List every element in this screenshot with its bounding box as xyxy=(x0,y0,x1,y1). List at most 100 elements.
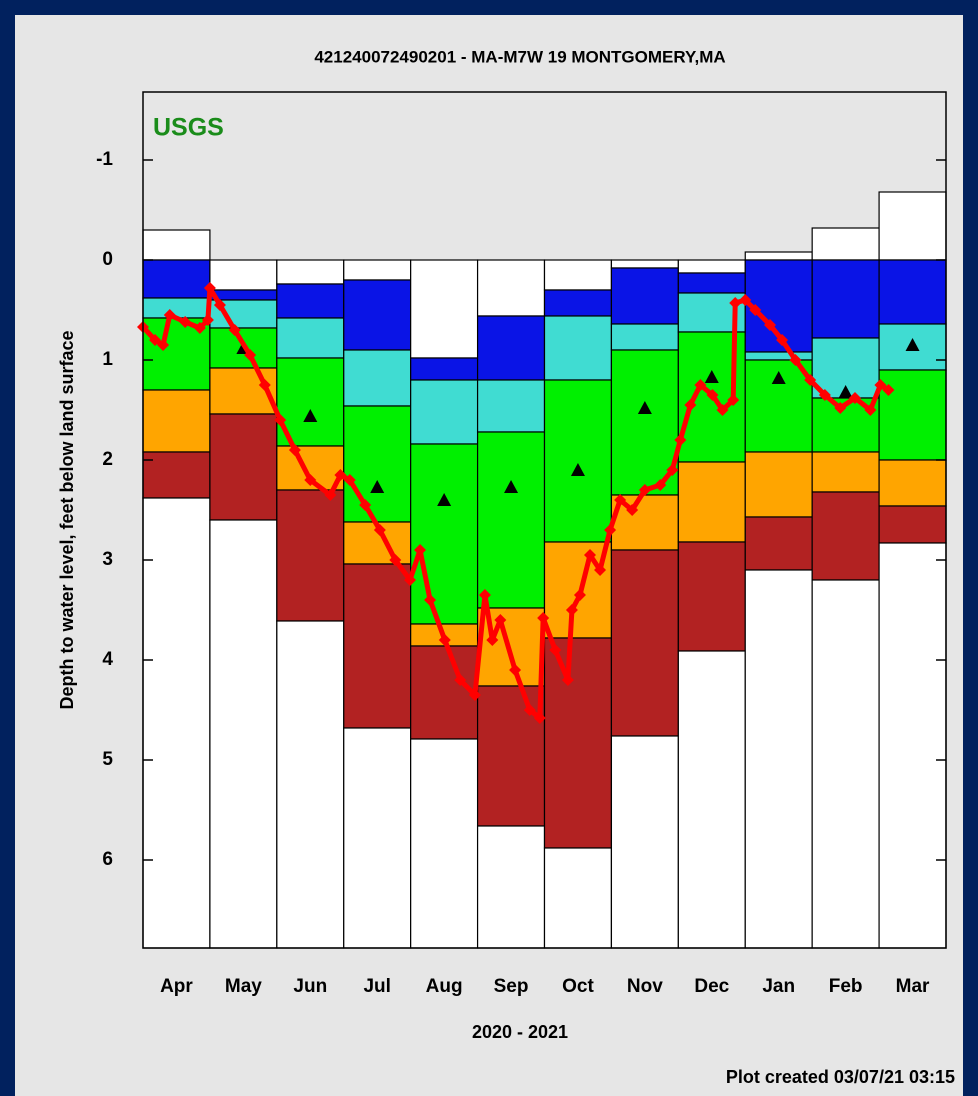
daily-marker xyxy=(201,314,214,326)
x-tick-label: Jul xyxy=(363,976,390,997)
percentile-band xyxy=(476,685,546,827)
percentile-band xyxy=(543,259,613,291)
percentile-band xyxy=(410,379,479,445)
daily-marker xyxy=(403,574,416,586)
percentile-band xyxy=(878,542,947,949)
percentile-band xyxy=(677,272,746,294)
daily-marker xyxy=(486,634,499,646)
percentile-band xyxy=(343,405,412,523)
percentile-band xyxy=(610,323,679,351)
percentile-band xyxy=(142,497,211,949)
daily-marker xyxy=(666,464,679,476)
daily-marker xyxy=(213,299,226,311)
daily-marker xyxy=(804,374,817,386)
y-tick-label: 5 xyxy=(102,749,113,770)
percentile-band xyxy=(276,620,345,949)
daily-marker xyxy=(727,394,740,406)
daily-marker xyxy=(304,474,317,486)
daily-marker xyxy=(163,309,176,321)
daily-marker xyxy=(509,664,522,676)
y-axis-label: Depth to water level, feet below land su… xyxy=(57,330,77,709)
daily-marker xyxy=(343,474,356,486)
median-marker xyxy=(437,493,452,506)
percentile-band xyxy=(410,645,479,740)
x-tick-label: Feb xyxy=(829,976,863,997)
percentile-band xyxy=(410,738,479,949)
daily-marker xyxy=(848,392,861,404)
chart-title: 421240072490201 - MA-M7W 19 MONTGOMERY,M… xyxy=(314,47,725,66)
x-tick-label: Nov xyxy=(627,976,663,997)
x-tick-label: Dec xyxy=(694,976,729,997)
daily-marker xyxy=(818,389,831,401)
percentile-band xyxy=(744,451,813,518)
percentile-band xyxy=(410,357,479,381)
percentile-band xyxy=(878,369,947,461)
y-tick-label: -1 xyxy=(96,149,113,170)
daily-marker xyxy=(706,389,719,401)
daily-marker xyxy=(882,384,895,396)
percentile-band xyxy=(543,637,613,849)
percentile-band xyxy=(476,259,546,317)
percentile-band xyxy=(543,379,613,543)
daily-marker xyxy=(324,489,337,501)
percentile-band xyxy=(276,317,345,359)
logo: USGS xyxy=(153,114,224,142)
percentile-band xyxy=(476,431,546,609)
y-tick-label: 0 xyxy=(102,249,113,270)
y-tick-label: 3 xyxy=(102,549,113,570)
percentile-band xyxy=(343,563,412,729)
daily-marker xyxy=(694,379,707,391)
daily-marker xyxy=(626,504,639,516)
percentile-band xyxy=(142,229,211,261)
percentile-band xyxy=(677,541,746,652)
daily-marker xyxy=(533,712,546,724)
percentile-band xyxy=(476,825,546,949)
percentile-band xyxy=(209,259,278,291)
y-tick-label: 4 xyxy=(102,649,113,670)
percentile-band xyxy=(343,259,412,281)
percentile-band xyxy=(410,259,479,359)
percentile-band xyxy=(610,259,679,269)
daily-marker xyxy=(494,614,507,626)
daily-marker xyxy=(776,334,789,346)
y-tick-label: 6 xyxy=(102,849,113,870)
daily-marker xyxy=(638,484,651,496)
daily-marker xyxy=(478,589,491,601)
daily-marker xyxy=(228,324,241,336)
daily-marker xyxy=(729,297,742,309)
daily-marker xyxy=(749,304,762,316)
daily-marker xyxy=(789,354,802,366)
percentile-band xyxy=(209,519,278,949)
x-tick-label: Aug xyxy=(426,976,463,997)
daily-marker xyxy=(764,319,777,331)
daily-marker xyxy=(684,399,697,411)
median-marker xyxy=(504,480,519,493)
daily-marker xyxy=(438,634,451,646)
daily-marker xyxy=(565,604,578,616)
percentile-band xyxy=(142,451,211,499)
daily-marker xyxy=(244,349,257,361)
daily-marker xyxy=(594,564,607,576)
percentile-band xyxy=(476,379,546,433)
daily-marker xyxy=(193,322,206,334)
percentile-band xyxy=(343,727,412,949)
daily-marker xyxy=(149,334,162,346)
percentile-band xyxy=(744,251,813,261)
y-tick-label: 2 xyxy=(102,449,113,470)
x-tick-label: Oct xyxy=(562,976,594,997)
x-tick-label: May xyxy=(225,976,262,997)
median-marker xyxy=(570,463,585,476)
percentile-band xyxy=(276,283,345,319)
daily-marker xyxy=(454,674,467,686)
daily-marker xyxy=(834,402,847,414)
daily-marker xyxy=(614,494,627,506)
percentile-band xyxy=(610,549,679,737)
daily-marker xyxy=(424,594,437,606)
median-marker xyxy=(905,338,920,351)
percentile-band xyxy=(209,299,278,329)
percentile-band xyxy=(142,297,211,319)
percentile-band xyxy=(276,489,345,622)
percentile-band xyxy=(744,569,813,949)
daily-marker xyxy=(157,339,170,351)
